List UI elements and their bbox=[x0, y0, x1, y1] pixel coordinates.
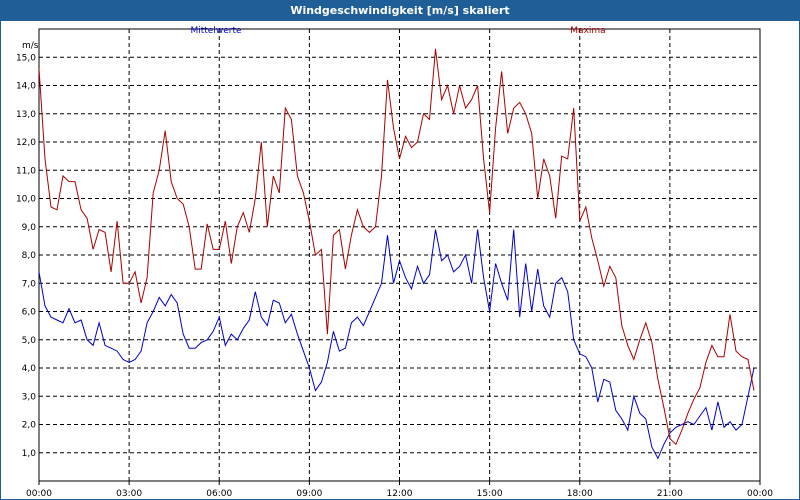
x-tick-time: 18:00 bbox=[567, 489, 593, 499]
y-tick-label: 1,0 bbox=[22, 449, 37, 459]
x-tick-time: 00:00 bbox=[747, 489, 773, 499]
x-tick-time: 06:00 bbox=[206, 489, 232, 499]
x-tick-time: 03:00 bbox=[116, 489, 142, 499]
x-tick-time: 09:00 bbox=[296, 489, 322, 499]
y-tick-labels: 1,0 2,0 3,0 4,0 5,0 6,0 7,0 8,0 9,0 10,0 11,0 12,0 1… bbox=[16, 53, 36, 459]
y-tick-label: 3,0 bbox=[22, 392, 37, 402]
y-tick-label: 7,0 bbox=[22, 279, 37, 289]
series bbox=[38, 48, 755, 460]
y-tick-label: 15,0 bbox=[16, 53, 36, 63]
legend-maxima: Maxima bbox=[570, 26, 605, 36]
y-tick-label: 4,0 bbox=[22, 364, 37, 374]
y-tick-label: 6,0 bbox=[22, 308, 37, 318]
y-axis-label: m/s bbox=[22, 41, 39, 51]
y-tick-label: 10,0 bbox=[16, 195, 36, 205]
y-tick-label: 12,0 bbox=[16, 138, 36, 148]
x-tick-time: 00:00 bbox=[26, 489, 52, 499]
window-title: Windgeschwindigkeit [m/s] skaliert bbox=[1, 1, 799, 21]
x-tick-labels: 00:0001.03.2003:0001.03.2006:0001.03.200… bbox=[26, 481, 773, 499]
x-tick-time: 21:00 bbox=[657, 489, 683, 499]
y-tick-label: 11,0 bbox=[16, 166, 36, 176]
y-tick-label: 14,0 bbox=[16, 82, 36, 92]
x-tick-time: 12:00 bbox=[387, 489, 413, 499]
wind-speed-chart: m/s Mittelwerte Maxima 1,0 2,0 3,0 4,0 5,0 6,… bbox=[16, 26, 773, 499]
y-tick-label: 5,0 bbox=[22, 336, 37, 346]
y-tick-label: 9,0 bbox=[22, 223, 37, 233]
grid bbox=[39, 29, 760, 481]
x-tick-time: 15:00 bbox=[477, 489, 503, 499]
y-tick-label: 13,0 bbox=[16, 110, 36, 120]
y-tick-label: 2,0 bbox=[22, 421, 37, 431]
legend-mittelwerte: Mittelwerte bbox=[190, 26, 241, 36]
y-tick-label: 8,0 bbox=[22, 251, 37, 261]
series-line-mittelwerte bbox=[38, 229, 755, 460]
series-line-maxima bbox=[38, 48, 755, 446]
